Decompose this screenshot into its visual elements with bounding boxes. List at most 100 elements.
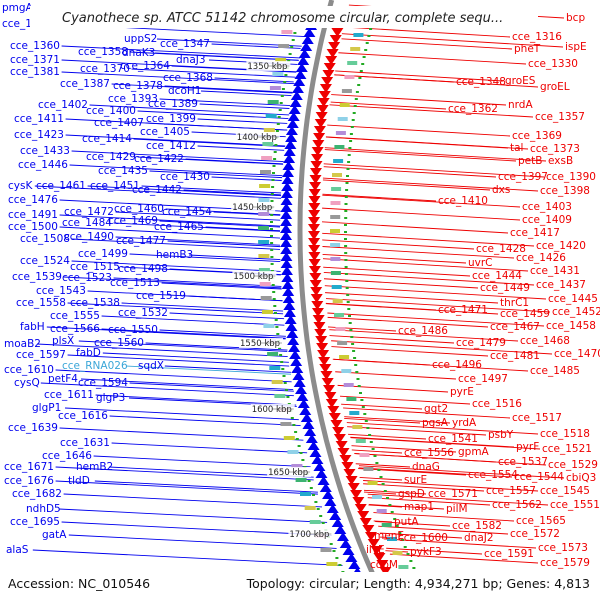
red-arrowhead-icon (357, 511, 370, 520)
gene-label: surE (404, 474, 427, 486)
leader-line (323, 278, 479, 289)
gene-label: pykF3 (410, 546, 442, 558)
leader-line (338, 52, 527, 65)
blue-arrowhead-icon (317, 476, 330, 485)
gc-dot (361, 406, 365, 408)
blue-arrowhead-icon (329, 511, 342, 520)
gene-label: cce_1369 (512, 130, 562, 142)
leader-line (67, 302, 284, 315)
gc-dot (352, 112, 356, 114)
gc-dot (349, 329, 353, 331)
leader-line (329, 335, 455, 344)
gene-label: cce_1364 (120, 60, 170, 72)
gc-dot (277, 116, 281, 118)
gene-label: petB (518, 155, 542, 167)
blue-arrowhead-icon (284, 140, 297, 149)
gc-dot (379, 476, 383, 478)
red-arrowhead-icon (352, 497, 365, 506)
gc-dot (286, 396, 290, 398)
category-block (258, 254, 270, 258)
category-block (258, 212, 270, 216)
leader-line (347, 426, 487, 436)
gene-label: cce_1459 (500, 308, 550, 320)
gc-dot (271, 186, 275, 188)
red-arrowhead-icon (320, 371, 333, 380)
leader-line (101, 328, 286, 339)
leader-line (323, 163, 545, 178)
blue-arrowhead-icon (324, 497, 337, 506)
leader-line (32, 549, 343, 566)
gene-label: cce_1472 (64, 206, 114, 218)
blue-arrowhead-icon (309, 448, 322, 457)
red-arrowhead-icon (314, 119, 327, 128)
category-block (367, 481, 378, 485)
gc-dot (270, 235, 273, 237)
gene-label: alaS (6, 544, 29, 556)
red-arrowhead-icon (311, 301, 324, 310)
gc-dot (344, 196, 348, 198)
leader-line (188, 254, 281, 261)
gc-dot (335, 557, 339, 559)
gc-dot (274, 144, 278, 146)
gc-dot (344, 231, 347, 233)
leader-line (322, 246, 515, 259)
red-arrowhead-icon (309, 273, 322, 282)
category-block (372, 495, 382, 499)
gene-label: cce_1442 (132, 184, 182, 196)
gene-label: cce_1565 (516, 515, 566, 527)
gene-label: putA (394, 516, 419, 528)
leader-line (164, 85, 293, 93)
blue-arrowhead-icon (315, 469, 328, 478)
gc-dot (283, 382, 287, 384)
gene-label: cce_1417 (510, 227, 560, 239)
gc-dot (409, 560, 413, 562)
category-block (261, 156, 273, 160)
gc-dot (344, 217, 348, 219)
gc-dot (278, 109, 282, 111)
gene-label: cce_1594 (78, 377, 128, 389)
gene-label: tal (510, 142, 523, 154)
gene-label: cce_1330 (528, 58, 578, 70)
gene-label: fabH (20, 321, 45, 333)
gene-label: cce_1562 (492, 499, 542, 511)
leader-line (58, 508, 328, 523)
gene-label: cce_1358 (78, 46, 128, 58)
gc-dot (288, 53, 292, 55)
gene-label: cce_1411 (14, 113, 64, 125)
gene-label: cce_1412 (146, 140, 196, 152)
gene-label: cce_1554 (468, 469, 518, 481)
category-block (332, 173, 342, 177)
gene-label: cce_1360 (10, 40, 60, 52)
category-block (269, 366, 281, 370)
category-block (335, 131, 346, 135)
category-block (341, 369, 352, 373)
red-arrowhead-icon (321, 378, 334, 387)
leader-line (61, 71, 295, 85)
leader-line (373, 520, 393, 523)
leader-line (102, 352, 289, 363)
gc-dot (280, 361, 284, 363)
gene-label: cbiQ3 (566, 472, 596, 484)
gene-label: cce_1517 (512, 412, 562, 424)
leader-line (325, 292, 499, 304)
gene-label: cce_1431 (530, 265, 580, 277)
gc-dot (346, 175, 349, 177)
gene-label: cce_1468 (520, 335, 570, 347)
red-arrowhead-icon (308, 196, 321, 205)
leader-line (383, 538, 537, 549)
gene-label: menE (374, 530, 404, 542)
gene-label: cysK (8, 180, 33, 192)
category-block (258, 198, 270, 202)
leader-line (133, 138, 285, 148)
red-arrowhead-icon (332, 427, 345, 436)
blue-arrowhead-icon (280, 210, 293, 219)
leader-line (61, 521, 332, 536)
leader-line (159, 329, 286, 337)
gc-dot (359, 392, 362, 394)
gc-dot (403, 546, 407, 548)
blue-arrowhead-icon (283, 147, 296, 156)
leader-line (363, 489, 427, 495)
blue-arrowhead-icon (295, 385, 308, 394)
gc-dot (375, 462, 379, 464)
gc-dot (345, 287, 349, 289)
